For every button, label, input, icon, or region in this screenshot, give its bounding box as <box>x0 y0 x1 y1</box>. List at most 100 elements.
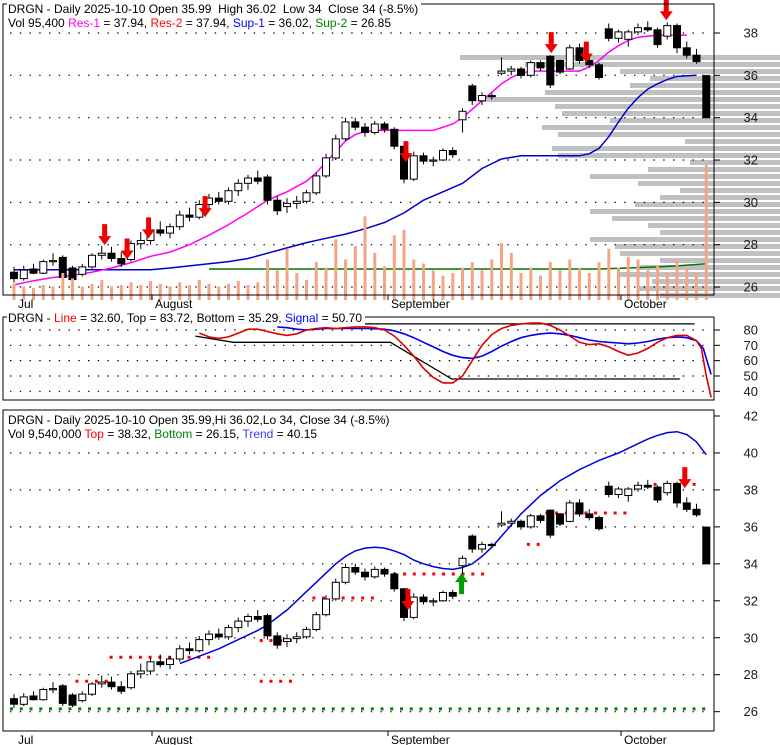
legend-token: = 26.85 <box>347 16 391 30</box>
volume-bar <box>480 270 484 300</box>
down-arrow-marker <box>198 196 212 218</box>
legend-token: Res-2 <box>150 16 183 30</box>
candle-up <box>507 520 516 524</box>
lower-y-label: 38 <box>744 482 758 497</box>
candle-up <box>244 177 252 184</box>
oscillator-panel-plot[interactable] <box>195 322 712 398</box>
volume-profile-bar <box>590 174 780 179</box>
volume-bar <box>656 264 659 300</box>
volume-bar <box>373 252 377 301</box>
candle-up <box>341 567 350 583</box>
volume-bar <box>256 282 260 300</box>
lower-panel-border <box>2 409 715 732</box>
down-arrow-marker <box>579 41 593 63</box>
candle-down <box>273 199 282 212</box>
candle-down <box>536 62 545 69</box>
volume-profile-bar <box>610 118 780 123</box>
price-x-label: Jul <box>18 297 33 311</box>
candle-up <box>370 568 379 578</box>
volume-bar <box>383 266 386 301</box>
lower-y-label: 40 <box>744 445 758 460</box>
up-arrow-marker <box>455 573 469 595</box>
volume-profile-bar <box>552 146 780 151</box>
candle-down <box>487 543 496 547</box>
price-y-label: 26 <box>744 280 758 295</box>
volume-bar <box>149 281 152 300</box>
price-x-label: September <box>391 297 450 311</box>
candle-up <box>312 614 321 631</box>
legend-token: = 38.32, <box>103 427 155 441</box>
candle-down <box>448 150 457 156</box>
legend-token: Bottom <box>154 427 193 441</box>
candle-up <box>224 190 233 202</box>
legend-token: = 26.15, <box>192 427 243 441</box>
price-panel-plot[interactable] <box>10 21 711 286</box>
volume-bar <box>207 283 211 300</box>
candle-down <box>673 25 681 49</box>
legend-token: Trend <box>242 427 274 441</box>
volume-bar <box>509 252 513 301</box>
candle-up <box>224 627 233 638</box>
price-panel-legend: Vol 95,400 Res-1 = 37.94, Res-2 = 37.94,… <box>7 16 394 30</box>
candle-down <box>361 126 369 133</box>
lower-panel-title: DRGN - Daily 2025-10-10 Open 35.99,Hi 36… <box>7 413 393 427</box>
candle-up <box>175 214 184 228</box>
candle-down <box>468 535 477 550</box>
legend-token: Sup-2 <box>315 16 348 30</box>
volume-profile-bar <box>620 69 780 74</box>
volume-bar <box>305 279 308 301</box>
price-y-label: 36 <box>744 68 758 83</box>
volume-bar <box>285 248 289 300</box>
legend-token: Res-1 <box>68 16 101 30</box>
volume-bar <box>675 259 679 300</box>
candle-up <box>634 27 642 33</box>
candle-down <box>10 698 18 705</box>
candle-down <box>390 573 399 590</box>
volume-bar <box>665 273 669 300</box>
lower-panel-plot[interactable] <box>10 430 712 711</box>
volume-profile-bar <box>660 293 780 298</box>
candle-down <box>107 681 116 688</box>
candle-up <box>166 226 174 234</box>
volume-bar <box>246 285 250 300</box>
candle-up <box>39 261 48 274</box>
lower-y-label: 36 <box>744 519 758 534</box>
candle-up <box>49 260 57 263</box>
candle-up <box>127 673 135 689</box>
price-y-label: 34 <box>744 110 758 125</box>
volume-bar <box>636 259 640 300</box>
candle-down <box>29 695 38 701</box>
oscillator-y-label: 40 <box>744 384 758 399</box>
candle-up <box>312 175 321 194</box>
candle-down <box>536 515 545 521</box>
volume-bar <box>568 259 572 300</box>
volume-bar <box>695 273 698 300</box>
sup2-line <box>209 263 707 270</box>
candle-down <box>156 229 165 234</box>
volume-bar <box>41 285 45 300</box>
candle-down <box>156 661 165 666</box>
volume-bar <box>402 229 406 300</box>
candle-up <box>322 598 330 616</box>
candle-up <box>97 681 106 685</box>
volume-profile-bar <box>615 244 780 249</box>
candle-up <box>97 252 106 256</box>
candle-down <box>107 252 116 259</box>
candle-down <box>556 60 564 73</box>
price-x-label: October <box>624 297 667 311</box>
oscillator-y-label: 80 <box>744 323 758 338</box>
candle-up <box>409 155 418 180</box>
volume-bar <box>71 278 74 300</box>
legend-token: Sup-1 <box>232 16 265 30</box>
volume-bar <box>578 267 581 300</box>
oscillator-panel-border <box>2 316 715 401</box>
candle-up <box>88 683 96 695</box>
candle-up <box>624 488 633 496</box>
volume-bar <box>236 281 240 300</box>
oscillator-panel-title: DRGN - Line = 32.60, Top = 83.72, Bottom… <box>7 311 366 325</box>
volume-bar <box>646 270 650 300</box>
candle-up <box>478 95 486 102</box>
candle-down <box>585 513 594 519</box>
volume-profile-bar <box>555 104 780 109</box>
volume-bar <box>90 283 94 300</box>
